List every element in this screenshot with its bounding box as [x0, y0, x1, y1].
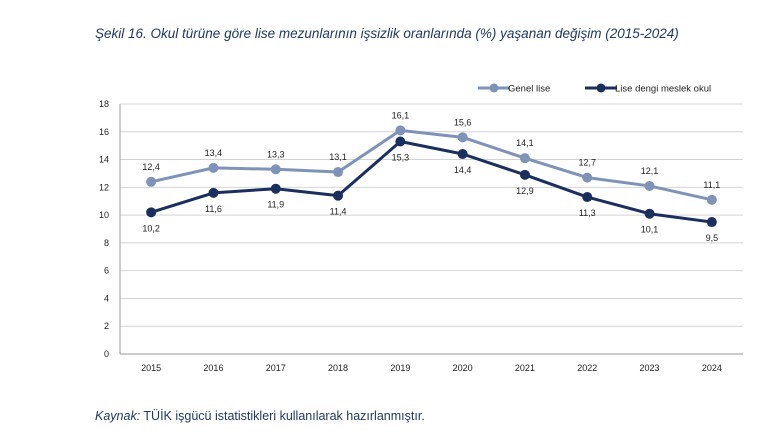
source-lead: Kaynak:	[95, 409, 141, 423]
data-label: 11,1	[703, 180, 720, 190]
y-tick-label: 6	[104, 266, 109, 276]
data-point	[146, 207, 157, 218]
legend-swatch-marker	[489, 83, 499, 93]
data-point	[457, 132, 468, 143]
data-label: 11,3	[579, 208, 596, 218]
data-point	[333, 190, 344, 201]
data-label: 14,4	[454, 165, 472, 175]
figure-caption: Şekil 16. Okul türüne göre lise mezunlar…	[95, 26, 679, 41]
y-tick-label: 4	[104, 293, 109, 303]
data-label: 13,3	[267, 149, 285, 159]
x-tick-label: 2021	[515, 363, 535, 373]
x-tick-label: 2017	[266, 363, 286, 373]
y-tick-label: 16	[99, 127, 109, 137]
data-label: 14,1	[516, 138, 534, 148]
x-axis-ticks: 2015 2016 2017 2018 2019 2020 2021 2022 2023 2024	[141, 363, 722, 373]
y-tick-label: 2	[104, 321, 109, 331]
data-point	[644, 208, 655, 219]
data-label: 13,1	[329, 152, 347, 162]
data-point	[582, 172, 593, 183]
data-label: 10,1	[641, 225, 659, 235]
y-tick-label: 18	[99, 99, 109, 109]
data-label: 12,7	[578, 158, 596, 168]
data-point	[333, 167, 344, 178]
data-point	[270, 164, 281, 175]
data-point	[706, 194, 717, 205]
x-tick-label: 2023	[640, 363, 660, 373]
data-label: 11,6	[205, 204, 222, 214]
chart-legend: Genel lise Lise dengi meslek okul	[478, 83, 711, 95]
x-tick-label: 2022	[577, 363, 597, 373]
data-point	[582, 192, 593, 203]
y-axis-ticks: 0 2 4 6 8 10 12 14 16 18	[99, 99, 109, 359]
data-point	[146, 176, 157, 187]
x-tick-label: 2018	[328, 363, 348, 373]
legend-item-0: Genel lise	[478, 83, 550, 95]
source-note: Kaynak: TÜİK işgücü istatistikleri kulla…	[95, 409, 425, 423]
y-tick-label: 12	[99, 182, 109, 192]
y-tick-label: 0	[104, 349, 109, 359]
data-label: 11,4	[330, 207, 347, 217]
data-point	[519, 169, 530, 180]
x-tick-label: 2024	[702, 363, 722, 373]
y-tick-label: 10	[99, 210, 109, 220]
series-0: 12,4 13,4 13,3 13,1 16,1 15,6 14,1 12,7 12,1 11,1	[142, 110, 720, 205]
data-label: 16,1	[392, 110, 410, 120]
x-tick-label: 2016	[203, 363, 223, 373]
source-text: TÜİK işgücü istatistikleri kullanılarak …	[140, 409, 425, 423]
chart-gridlines	[119, 103, 743, 355]
data-point	[519, 153, 530, 164]
data-label: 12,4	[142, 162, 160, 172]
x-tick-label: 2020	[453, 363, 473, 373]
data-label: 10,2	[142, 223, 160, 233]
legend-label: Genel lise	[508, 84, 550, 95]
data-label: 15,6	[454, 117, 472, 127]
legend-item-1: Lise dengi meslek okul	[585, 83, 711, 95]
series-line	[150, 140, 713, 224]
legend-label: Lise dengi meslek okul	[615, 84, 711, 95]
data-label: 9,5	[706, 233, 719, 243]
data-point	[706, 217, 717, 228]
y-tick-label: 8	[104, 238, 109, 248]
data-point	[395, 136, 406, 147]
data-point	[208, 187, 219, 198]
data-point	[270, 183, 281, 194]
x-tick-label: 2015	[141, 363, 161, 373]
chart-series: 12,4 13,4 13,3 13,1 16,1 15,6 14,1 12,7 12,1 11,1…	[142, 110, 720, 243]
legend-swatch-marker	[596, 83, 606, 93]
data-point	[644, 180, 655, 191]
y-tick-label: 14	[99, 155, 109, 165]
data-point	[395, 125, 406, 136]
data-point	[208, 162, 219, 173]
data-label: 12,9	[516, 186, 534, 196]
data-label: 11,9	[267, 200, 284, 210]
series-line	[150, 128, 713, 202]
data-label: 15,3	[392, 153, 410, 163]
data-point	[457, 149, 468, 159]
data-label: 13,4	[205, 148, 223, 158]
x-tick-label: 2019	[390, 363, 410, 373]
series-1: 10,2 11,6 11,9 11,4 15,3 14,4 12,9 11,3 10,1 9,5	[142, 136, 719, 243]
data-label: 12,1	[641, 166, 659, 176]
